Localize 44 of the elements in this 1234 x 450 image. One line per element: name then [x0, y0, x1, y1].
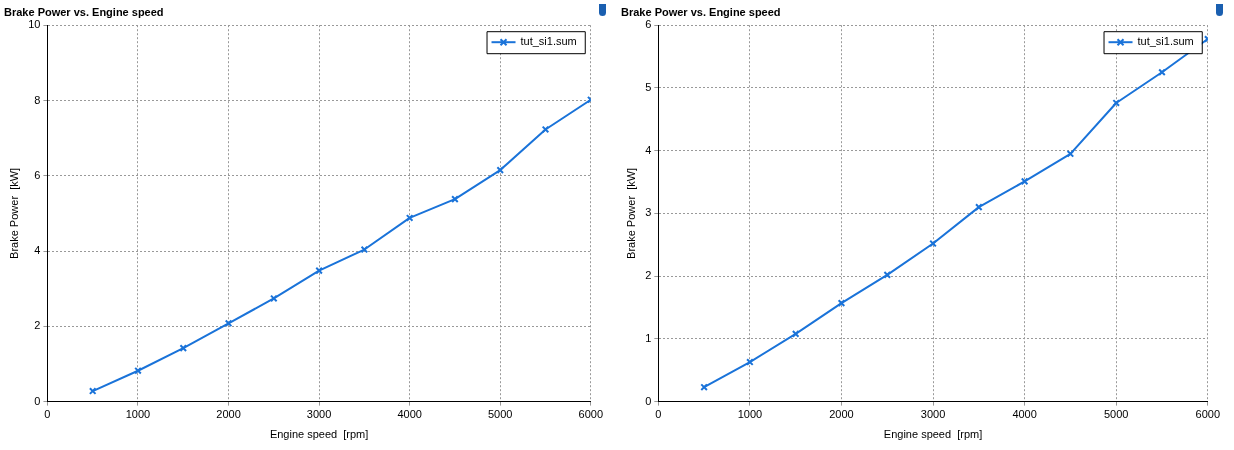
x-tick-label: 4000 [1012, 408, 1037, 421]
x-tick-label: 6000 [1195, 408, 1221, 421]
y-tick-label: 6 [645, 18, 652, 31]
y-tick-label: 0 [645, 394, 652, 407]
y-tick-label: 5 [645, 80, 652, 93]
y-tick-label: 2 [645, 269, 652, 282]
point [1066, 149, 1075, 158]
point [883, 271, 892, 279]
point [224, 319, 233, 328]
x-tick-label: 0 [655, 408, 662, 421]
x-axis-title: Engine speed [rpm] [883, 428, 983, 441]
y-tick-label: 10 [28, 18, 41, 31]
x-tick-label: 3000 [920, 408, 946, 421]
point [541, 125, 550, 134]
x-tick-label: 5000 [1103, 408, 1129, 421]
point [360, 245, 369, 254]
chart-title: Brake Power vs. Engine speed [4, 5, 164, 18]
x-axis-title: Engine speed [rpm] [269, 428, 369, 441]
point [179, 344, 188, 352]
x-tick-label: 2000 [829, 408, 854, 421]
point [269, 294, 278, 303]
x-tick-label: 0 [44, 408, 51, 421]
legend-label: tut_si1.sum [520, 35, 577, 48]
x-tick-label: 1000 [737, 408, 763, 421]
y-tick-label: 8 [34, 93, 41, 106]
y-tick-label: 2 [34, 319, 41, 332]
x-tick-label: 3000 [306, 408, 332, 421]
point [88, 387, 97, 395]
y-tick-label: 0 [34, 394, 41, 407]
x-tick-label: 2000 [216, 408, 241, 421]
x-tick-label: 1000 [125, 408, 151, 421]
y-tick-label: 4 [34, 244, 41, 257]
y-tick-label: 6 [34, 168, 41, 181]
x-tick-label: 4000 [397, 408, 422, 421]
y-tick-label: 1 [645, 331, 652, 344]
x-tick-label: 5000 [487, 408, 513, 421]
y-axis-title: Brake Power [kW] [624, 167, 637, 259]
chart-title: Brake Power vs. Engine speed [621, 5, 781, 18]
x-tick-label: 6000 [578, 408, 604, 421]
point [1020, 177, 1029, 186]
legend-label: tut_si1.sum [1137, 35, 1194, 48]
y-tick-label: 3 [645, 206, 652, 219]
y-tick-label: 4 [645, 143, 652, 156]
y-axis-title: Brake Power [kW] [7, 167, 20, 259]
